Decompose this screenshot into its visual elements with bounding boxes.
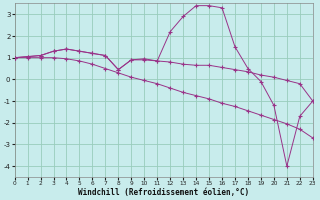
X-axis label: Windchill (Refroidissement éolien,°C): Windchill (Refroidissement éolien,°C) bbox=[78, 188, 249, 197]
